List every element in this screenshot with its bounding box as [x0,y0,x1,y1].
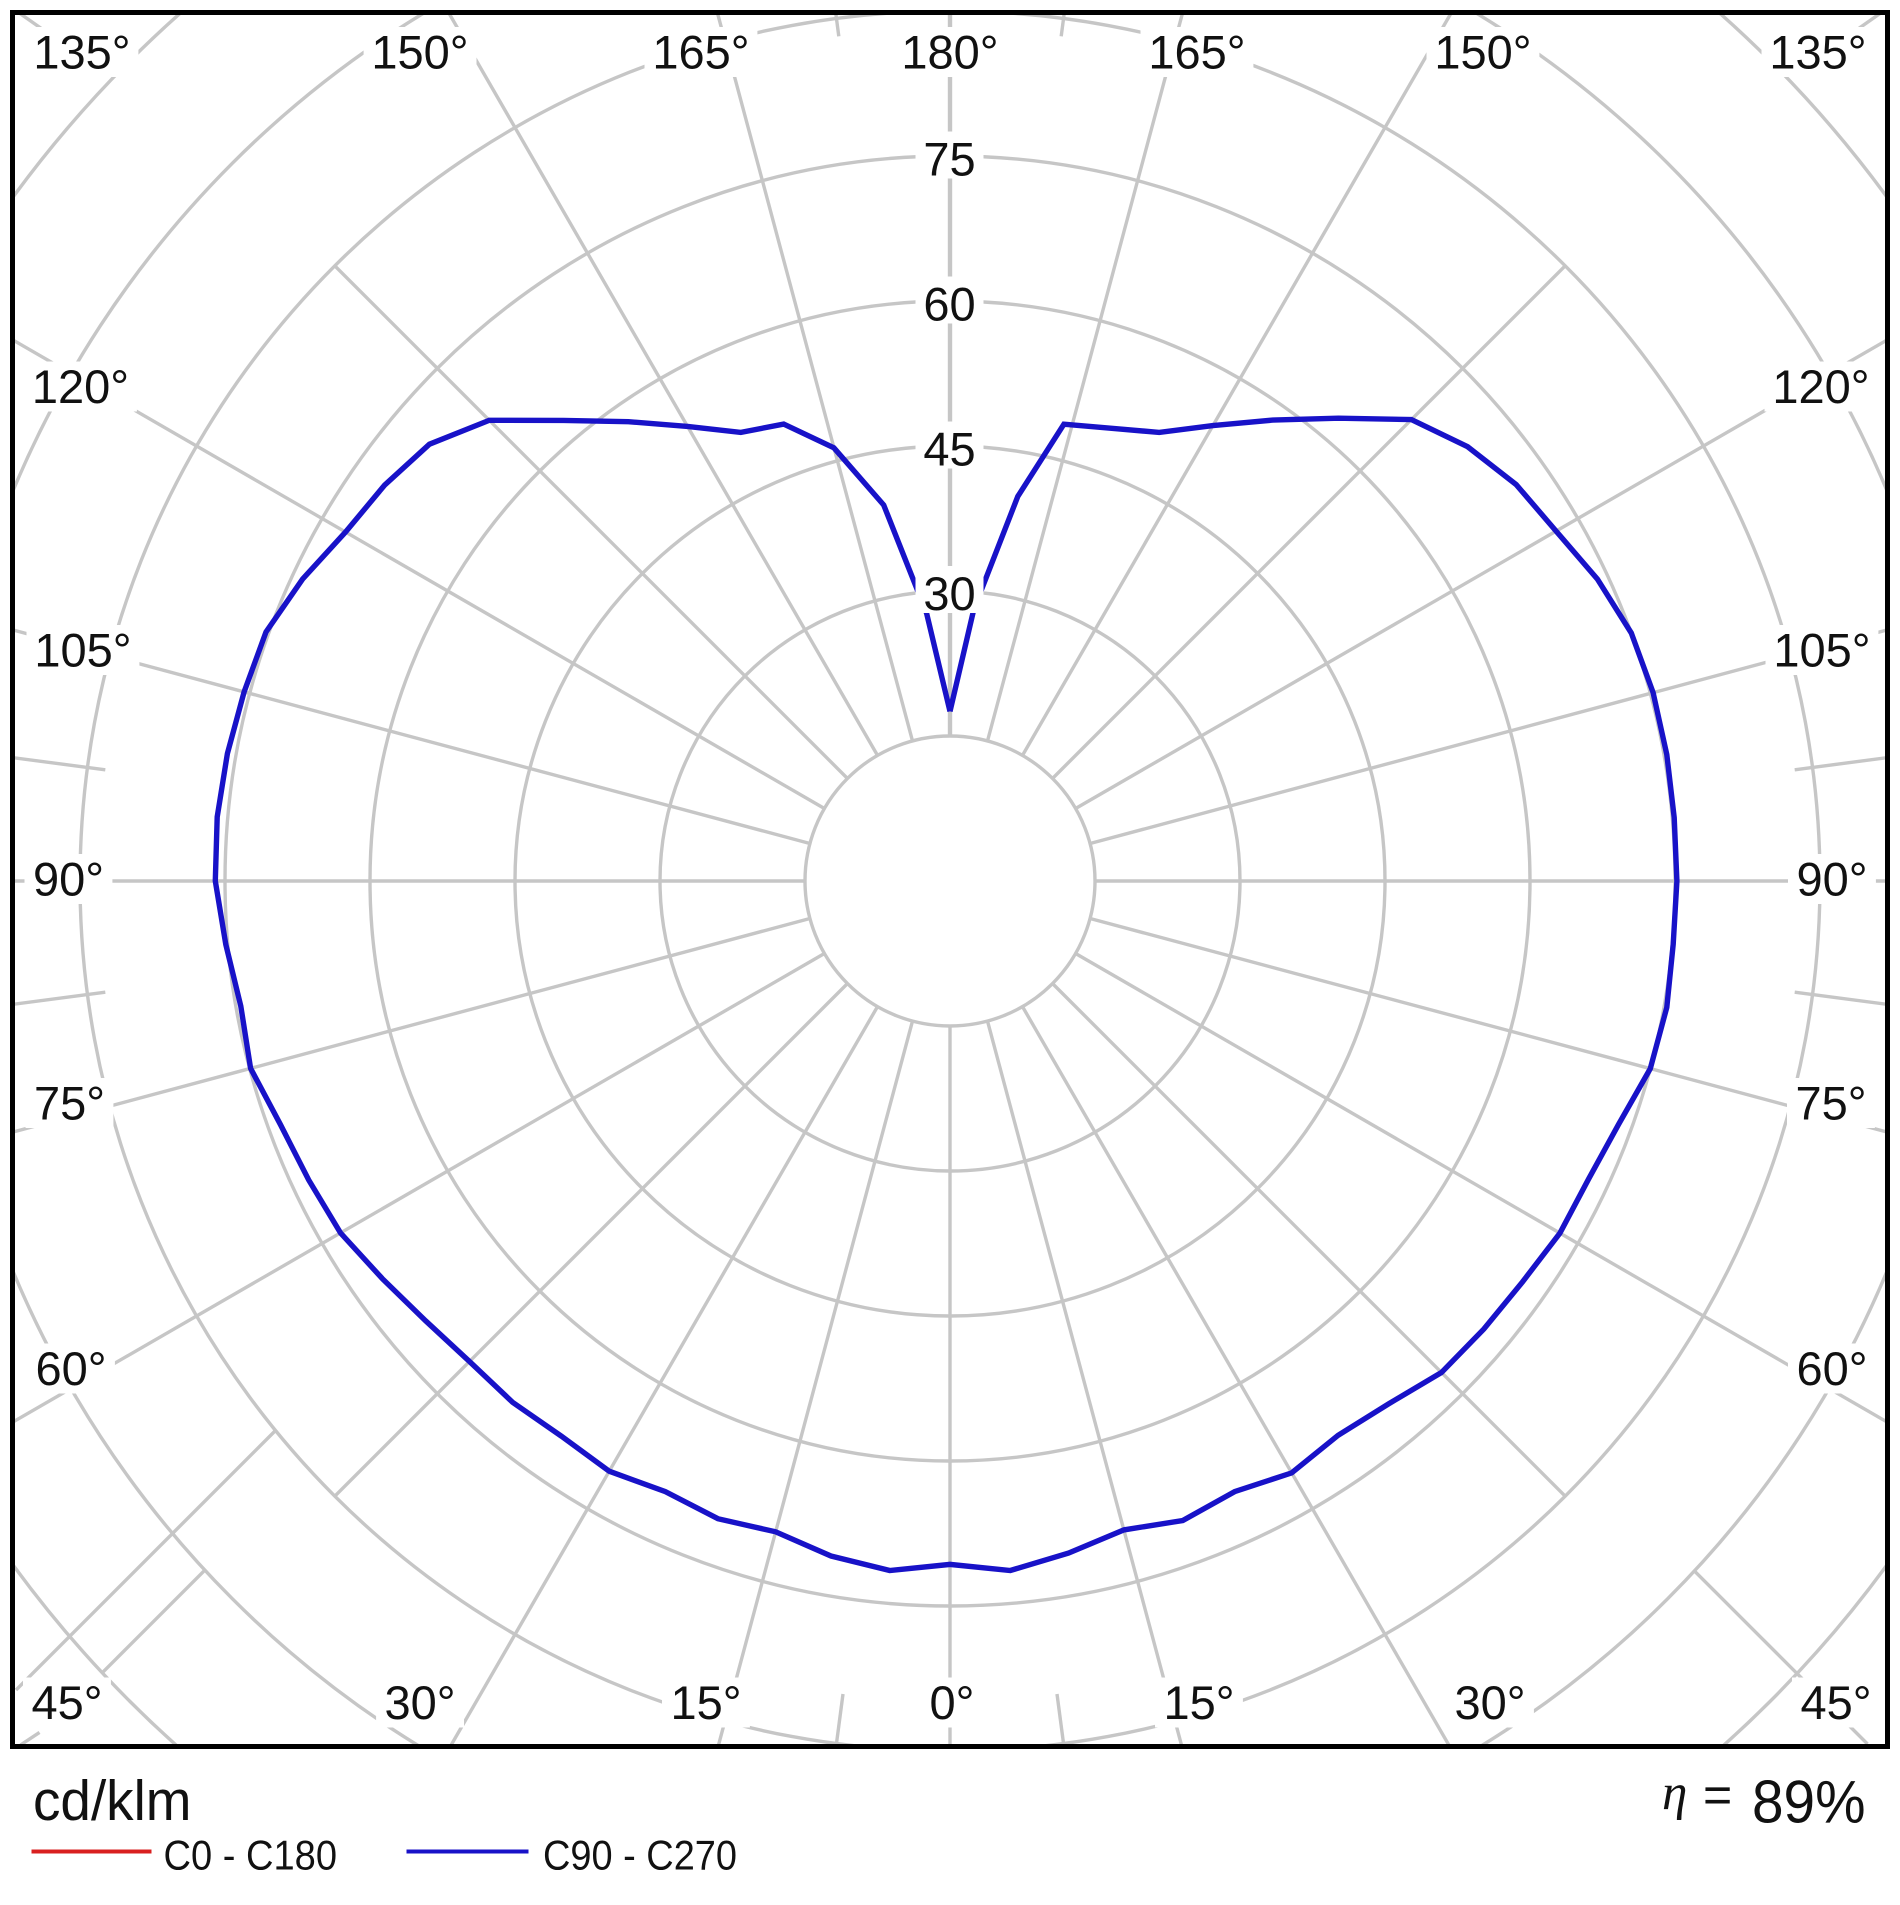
svg-text:60°: 60° [35,1342,106,1395]
svg-text:135°: 135° [33,26,130,79]
svg-text:150°: 150° [371,26,468,79]
svg-text:C90 - C270: C90 - C270 [543,1832,737,1879]
svg-text:60: 60 [923,278,975,331]
svg-text:45°: 45° [1800,1676,1871,1729]
svg-text:90°: 90° [33,853,104,906]
svg-text:165°: 165° [652,26,749,79]
svg-text:30°: 30° [1454,1676,1525,1729]
svg-text:89%: 89% [1752,1769,1866,1836]
svg-text:90°: 90° [1796,853,1867,906]
svg-text:cd/klm: cd/klm [33,1769,192,1833]
svg-text:60°: 60° [1796,1342,1867,1395]
svg-text:30: 30 [923,567,975,620]
svg-text:0°: 0° [930,1676,975,1729]
svg-text:45: 45 [923,423,975,476]
svg-text:C0 - C180: C0 - C180 [164,1832,338,1879]
svg-text:165°: 165° [1148,26,1245,79]
svg-text:105°: 105° [34,624,131,677]
svg-text:135°: 135° [1769,26,1866,79]
svg-text:150°: 150° [1434,26,1531,79]
svg-text:15°: 15° [670,1676,741,1729]
svg-text:75: 75 [923,133,975,186]
svg-text:75°: 75° [1795,1077,1866,1130]
svg-text:120°: 120° [1772,360,1869,413]
svg-text:45°: 45° [31,1676,102,1729]
svg-text:180°: 180° [901,26,998,79]
svg-text:η: η [1662,1765,1687,1821]
svg-text:105°: 105° [1773,624,1870,677]
svg-text:=: = [1703,1767,1732,1823]
svg-text:15°: 15° [1163,1676,1234,1729]
svg-text:30°: 30° [384,1676,455,1729]
svg-text:120°: 120° [32,360,129,413]
svg-text:75°: 75° [34,1077,105,1130]
